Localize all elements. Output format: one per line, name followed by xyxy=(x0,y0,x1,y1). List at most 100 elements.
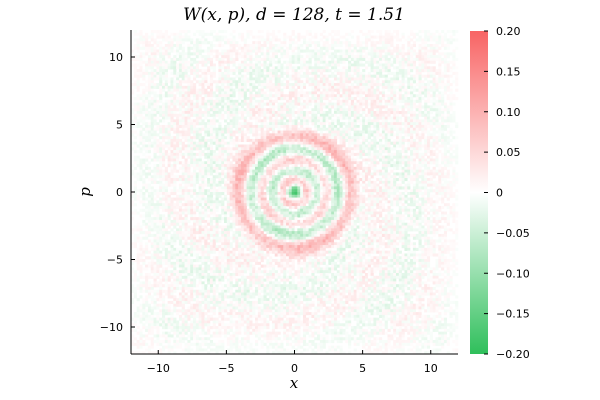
heatmap-cell xyxy=(373,124,377,129)
heatmap-cell xyxy=(410,122,414,126)
heatmap-cell xyxy=(243,80,247,84)
heatmap-cell xyxy=(218,164,222,168)
heatmap-cell xyxy=(207,166,211,170)
heatmap-cell xyxy=(421,155,425,159)
heatmap-cell xyxy=(322,74,326,78)
heatmap-cell xyxy=(224,150,228,154)
heatmap-cell xyxy=(159,155,163,159)
heatmap-cell xyxy=(164,71,168,75)
heatmap-cell xyxy=(207,49,211,53)
heatmap-cell xyxy=(421,66,425,70)
heatmap-cell xyxy=(449,130,453,134)
heatmap-cell xyxy=(305,147,309,151)
heatmap-cell xyxy=(274,161,278,165)
heatmap-cell xyxy=(441,108,445,112)
heatmap-cell xyxy=(224,152,228,156)
heatmap-cell xyxy=(283,133,287,137)
heatmap-cell xyxy=(184,52,188,56)
heatmap-cell xyxy=(288,150,292,154)
heatmap-cell xyxy=(333,41,338,45)
heatmap-cell xyxy=(181,124,185,129)
heatmap-cell xyxy=(370,175,374,179)
heatmap-cell xyxy=(193,32,197,36)
heatmap-cell xyxy=(286,46,290,50)
heatmap-cell xyxy=(226,52,230,56)
heatmap-cell xyxy=(398,57,402,62)
heatmap-cell xyxy=(418,166,422,170)
heatmap-cell xyxy=(269,55,273,59)
heatmap-cell xyxy=(333,55,338,59)
heatmap-cell xyxy=(294,77,298,81)
heatmap-cell xyxy=(190,99,194,103)
heatmap-cell xyxy=(446,119,450,123)
heatmap-cell xyxy=(266,127,270,131)
heatmap-cell xyxy=(215,111,219,115)
heatmap-cell xyxy=(283,105,287,109)
heatmap-cell xyxy=(153,74,157,78)
heatmap-cell xyxy=(362,169,366,173)
heatmap-cell xyxy=(415,130,419,134)
heatmap-cell xyxy=(238,152,242,156)
heatmap-cell xyxy=(238,161,242,165)
heatmap-cell xyxy=(271,46,276,50)
heatmap-cell xyxy=(136,97,140,101)
heatmap-cell xyxy=(193,52,197,56)
heatmap-cell xyxy=(424,69,428,73)
heatmap-cell xyxy=(283,102,287,106)
heatmap-cell xyxy=(319,97,323,101)
heatmap-cell xyxy=(294,111,298,115)
heatmap-cell xyxy=(235,99,239,103)
heatmap-cell xyxy=(257,99,261,103)
heatmap-cell xyxy=(370,133,374,137)
heatmap-cell xyxy=(429,71,433,75)
heatmap-cell xyxy=(336,38,340,42)
heatmap-cell xyxy=(379,133,383,137)
heatmap-cell xyxy=(221,80,225,84)
heatmap-cell xyxy=(291,166,295,170)
heatmap-cell xyxy=(421,111,425,115)
heatmap-cell xyxy=(418,144,422,148)
heatmap-cell xyxy=(232,71,236,75)
heatmap-cell xyxy=(190,155,194,159)
heatmap-cell xyxy=(407,46,411,50)
heatmap-cell xyxy=(193,175,197,179)
heatmap-cell xyxy=(133,43,137,48)
heatmap-cell xyxy=(283,52,287,56)
heatmap-cell xyxy=(432,136,436,140)
heatmap-cell xyxy=(139,97,143,101)
heatmap-cell xyxy=(246,111,250,115)
heatmap-cell xyxy=(209,155,214,159)
heatmap-cell xyxy=(145,69,149,73)
heatmap-cell xyxy=(308,43,312,48)
heatmap-cell xyxy=(271,141,276,145)
heatmap-cell xyxy=(300,138,304,143)
heatmap-cell xyxy=(162,130,166,134)
heatmap-cell xyxy=(274,52,278,56)
heatmap-cell xyxy=(333,63,338,67)
heatmap-cell xyxy=(201,63,205,67)
heatmap-cell xyxy=(274,46,278,50)
heatmap-cell xyxy=(328,175,332,179)
heatmap-cell xyxy=(153,60,157,64)
heatmap-cell xyxy=(164,152,168,156)
heatmap-cell xyxy=(226,38,230,42)
heatmap-cell xyxy=(364,138,369,143)
heatmap-cell xyxy=(249,69,253,73)
heatmap-cell xyxy=(286,63,290,67)
heatmap-cell xyxy=(379,55,383,59)
heatmap-cell xyxy=(181,55,185,59)
heatmap-cell xyxy=(255,91,259,95)
heatmap-cell xyxy=(390,55,394,59)
heatmap-cell xyxy=(381,35,386,39)
heatmap-cell xyxy=(173,32,177,36)
heatmap-cell xyxy=(435,113,439,117)
heatmap-cell xyxy=(266,144,270,148)
heatmap-cell xyxy=(356,99,360,103)
heatmap-cell xyxy=(333,32,338,36)
heatmap-cell xyxy=(190,63,194,67)
heatmap-cell xyxy=(243,164,247,168)
heatmap-cell xyxy=(218,136,222,140)
heatmap-cell xyxy=(317,111,321,115)
heatmap-cell xyxy=(336,119,340,123)
heatmap-cell xyxy=(325,166,329,170)
